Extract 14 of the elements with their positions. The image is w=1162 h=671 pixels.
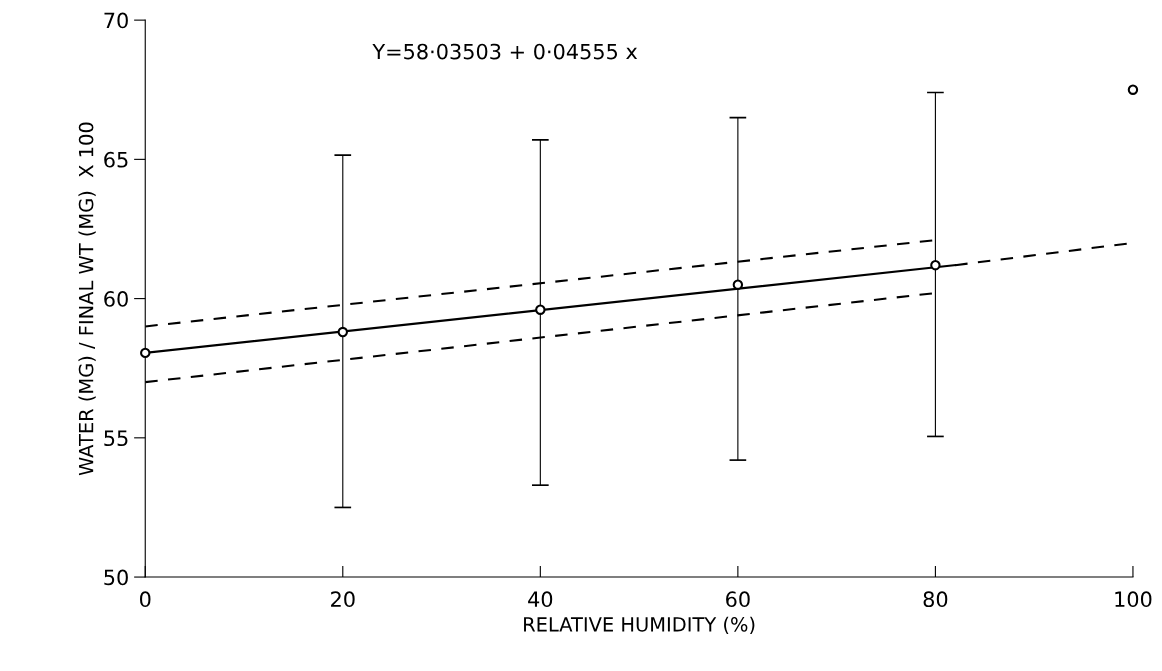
- x-tick-label: 0: [140, 591, 151, 608]
- x-tick-label: 20: [331, 591, 355, 608]
- x-tick-label: 60: [726, 591, 750, 608]
- x-tick-label: 100: [1115, 591, 1152, 608]
- y-tick-label: 70: [104, 12, 128, 29]
- y-axis-title: WATER (MG) / FINAL WT (MG) X 100: [78, 122, 96, 476]
- x-tick-label: 40: [528, 591, 553, 608]
- annotation: Y=58·03503 + 0·04555 x: [372, 43, 638, 60]
- y-tick-label: 50: [104, 569, 128, 586]
- y-tick-label: 60: [104, 291, 128, 307]
- x-axis-title: RELATIVE HUMIDITY (%): [524, 616, 755, 635]
- y-tick-label: 55: [104, 430, 128, 447]
- x-tick-label: 80: [923, 591, 948, 608]
- y-tick-label: 65: [104, 151, 128, 168]
